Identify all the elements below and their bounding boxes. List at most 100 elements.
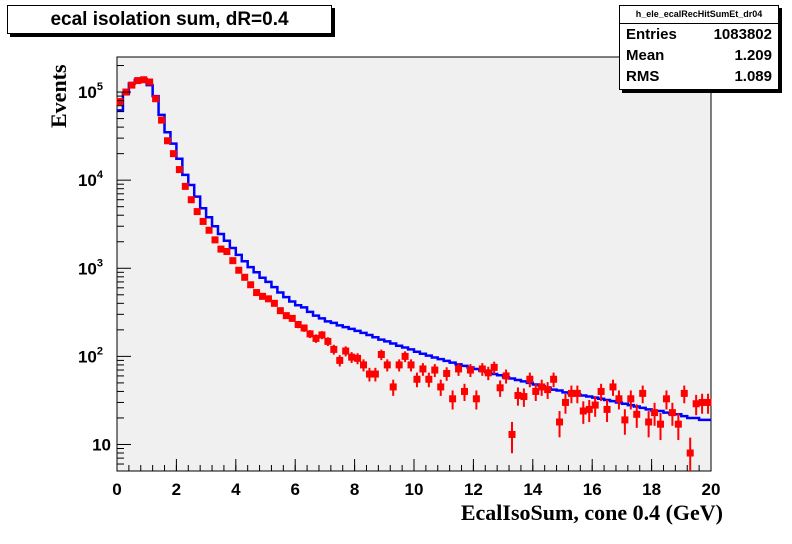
data-point	[680, 385, 688, 404]
stats-row-rms: RMS 1.089	[620, 66, 778, 87]
data-marker	[389, 383, 397, 391]
data-marker	[561, 398, 569, 406]
data-point	[276, 307, 284, 315]
data-point	[324, 337, 332, 347]
data-point	[544, 382, 552, 399]
data-point	[466, 364, 474, 378]
data-point	[662, 390, 670, 410]
data-marker	[152, 95, 160, 103]
data-marker	[460, 387, 468, 395]
data-point	[217, 245, 225, 253]
x-tick-label: 20	[702, 480, 721, 499]
data-marker	[508, 430, 516, 438]
data-point	[579, 401, 587, 424]
data-point	[520, 388, 528, 407]
data-marker	[128, 81, 136, 89]
data-point	[264, 295, 272, 303]
y-tick-label: 103	[78, 257, 103, 278]
data-point	[556, 411, 564, 438]
data-point	[698, 393, 706, 414]
data-point	[187, 196, 195, 204]
data-marker	[229, 257, 237, 265]
data-marker	[431, 366, 439, 374]
data-point	[306, 330, 314, 339]
data-marker	[490, 363, 498, 371]
data-point	[383, 359, 391, 372]
data-point	[490, 361, 498, 375]
data-marker	[520, 393, 528, 401]
data-marker	[633, 410, 641, 418]
data-marker	[478, 365, 486, 373]
data-point	[348, 352, 356, 363]
data-marker	[270, 299, 278, 307]
data-marker	[472, 395, 480, 403]
data-marker	[223, 248, 231, 256]
data-point	[134, 77, 142, 85]
data-marker	[413, 375, 421, 383]
data-marker	[567, 389, 575, 397]
data-marker	[496, 384, 504, 392]
data-point	[229, 257, 237, 265]
data-marker	[259, 292, 267, 300]
x-tick-label: 14	[523, 480, 542, 499]
data-point	[223, 248, 231, 256]
y-axis-label-wrap: Events	[40, 50, 71, 140]
data-marker	[651, 409, 659, 417]
data-marker	[645, 418, 653, 426]
data-marker	[466, 366, 474, 374]
data-marker	[169, 150, 177, 158]
data-point	[484, 366, 492, 381]
data-marker	[609, 383, 617, 391]
data-marker	[181, 182, 189, 190]
data-marker	[597, 387, 605, 395]
data-point	[140, 76, 148, 84]
data-point	[300, 324, 308, 332]
data-point	[318, 331, 326, 340]
data-point	[478, 363, 486, 376]
data-marker	[163, 137, 171, 145]
data-point	[371, 367, 379, 382]
data-marker	[680, 389, 688, 397]
data-marker	[324, 337, 332, 345]
data-marker	[419, 365, 427, 373]
data-marker	[371, 370, 379, 378]
data-point	[455, 363, 463, 376]
stats-value: 1.209	[734, 47, 772, 64]
data-marker	[425, 375, 433, 383]
data-point	[163, 137, 171, 145]
data-marker	[639, 389, 647, 397]
data-marker	[300, 324, 308, 332]
data-point	[389, 379, 397, 396]
data-point	[472, 390, 480, 410]
stats-label: RMS	[626, 68, 660, 85]
data-marker	[330, 345, 338, 353]
data-point	[205, 226, 213, 234]
data-marker	[348, 353, 356, 361]
data-point	[460, 383, 468, 402]
data-point	[621, 409, 629, 435]
data-marker	[235, 266, 243, 274]
stats-value: 1.089	[734, 68, 772, 85]
data-marker	[532, 387, 540, 395]
data-point	[377, 349, 385, 361]
data-marker	[116, 98, 124, 106]
data-point	[253, 289, 261, 297]
data-marker	[550, 375, 558, 383]
x-tick-label: 8	[350, 480, 359, 499]
data-point	[615, 390, 623, 410]
data-point	[419, 363, 427, 376]
data-marker	[134, 77, 142, 85]
data-point	[288, 314, 296, 322]
data-marker	[264, 295, 272, 303]
chart-title: ecal isolation sum, dR=0.4	[7, 5, 332, 34]
data-point	[573, 385, 581, 404]
stats-histogram-name: h_ele_ecalRecHitSumEt_dr04	[620, 6, 778, 24]
data-marker	[253, 289, 261, 297]
data-point	[407, 359, 415, 372]
data-point	[591, 396, 599, 417]
data-marker	[686, 449, 694, 457]
x-tick-label: 18	[642, 480, 661, 499]
data-point	[603, 399, 611, 422]
data-point	[692, 394, 700, 416]
x-tick-label: 10	[405, 480, 424, 499]
